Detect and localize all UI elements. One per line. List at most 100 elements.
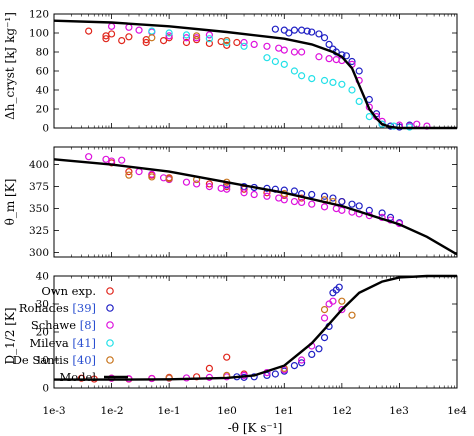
data-point [308,74,316,83]
data-point [148,170,156,178]
y-tick-label: 20 [36,327,49,339]
legend-label-name: Schawe [31,318,80,332]
data-point [118,36,126,45]
data-point [85,27,93,35]
data-point [335,283,343,291]
y-tick-label: 0 [42,383,49,395]
data-point [342,52,351,60]
data-point [240,42,248,50]
legend-marker [106,356,114,364]
data-point [298,359,306,367]
x-tick-label: 1e2 [332,405,352,417]
data-point [223,41,231,49]
data-point [320,314,329,322]
data-point [263,192,271,200]
y-tick-label: 40 [36,85,49,97]
data-point [148,34,156,42]
data-point [280,60,288,68]
series-schawe-8 [107,297,346,383]
data-point [223,353,231,361]
data-point [320,306,329,314]
data-point [182,34,191,42]
data-point [315,53,323,61]
legend-label-name: Rohades [19,301,73,315]
data-point [107,30,116,38]
series-rohades-39 [223,181,404,227]
data-point [320,192,329,200]
data-point [165,32,173,40]
data-point [165,175,173,183]
data-point [77,374,86,382]
data-point [315,30,323,38]
x-tick-label: 1e3 [389,405,409,417]
data-point [107,22,116,30]
y-tick-label: 80 [36,47,49,59]
y-tick-label: 300 [29,247,49,259]
x-tick-label: 1e1 [274,405,294,417]
data-point [308,350,316,358]
y-tick-label: 350 [29,203,49,215]
data-point [205,35,213,43]
data-point [271,57,279,66]
data-point [365,206,373,214]
data-point [338,206,346,214]
legend: Own exp. Rohades [39] Schawe [8] Mileva [41… [13,284,128,384]
data-point [348,200,356,208]
data-point [250,40,258,49]
y-tick-label: 400 [29,159,49,171]
legend-marker [106,321,114,329]
chart-panel-3: 0 10 20 30 40 [36,271,458,395]
data-point [125,33,133,41]
series-schawe-8 [107,22,431,130]
data-point [378,209,386,217]
data-point [298,48,306,56]
data-point [329,78,337,87]
data-point [125,171,133,179]
y-tick-label: 10 [36,355,49,367]
legend-marker [106,287,114,295]
data-point [159,36,168,45]
x-tick-labels: 1e-3 1e-2 1e-1 1e0 1e1 1e2 1e3 1e4 [42,405,467,417]
series-rohades-39 [233,283,343,381]
data-point [338,80,346,88]
data-point [325,55,333,63]
legend-reference: [39] [72,301,96,315]
data-point [142,38,150,47]
data-point [355,67,363,75]
data-point [290,26,299,34]
data-point [290,197,299,206]
data-point [280,46,288,54]
data-point [290,362,299,370]
model-curve [53,158,458,256]
data-point [233,38,241,47]
data-point [298,26,306,34]
data-point [193,180,201,188]
data-point [290,67,299,75]
data-point [148,27,156,35]
data-point [303,27,311,35]
data-point [308,200,316,208]
legend-label: Mileva [41] [29,336,96,350]
data-point [329,297,337,305]
data-point [308,190,316,199]
x-tick-label: 1e-1 [157,405,180,417]
plot-frame [53,275,458,389]
data-point [263,54,271,62]
data-point [102,35,110,43]
data-point [298,198,306,207]
legend-label: Schawe [8] [31,318,96,332]
data-point [250,190,258,199]
data-point [240,38,248,47]
legend-label-name: Mileva [29,336,72,350]
data-point [193,32,201,40]
x-tick-label: 1e-2 [100,405,123,417]
data-point [365,112,373,121]
y-tick-label: 120 [29,9,49,21]
data-point [271,370,279,378]
data-point [325,40,333,49]
y-axis-label-half-width: D_1/2 [K] [3,307,17,364]
data-point [205,31,213,39]
data-point [223,36,231,45]
data-point [148,173,156,181]
